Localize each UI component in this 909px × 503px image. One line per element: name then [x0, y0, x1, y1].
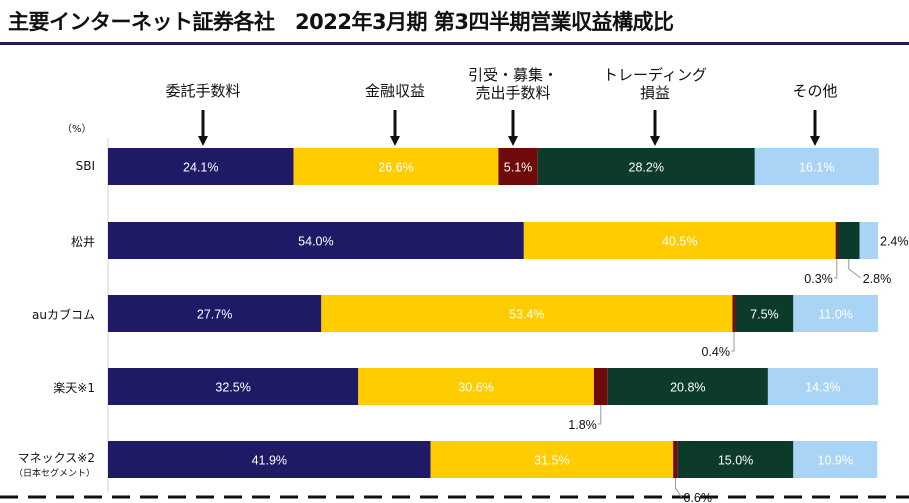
data-label: 20.8%	[670, 381, 705, 395]
leader-line	[731, 332, 735, 352]
arrow-head-icon	[508, 136, 518, 146]
bar-segment	[593, 368, 608, 405]
bar-segment	[108, 441, 431, 478]
bar-segment	[108, 148, 294, 185]
bar-segment	[358, 368, 594, 405]
series-header: その他	[792, 82, 837, 100]
bar-segment	[859, 222, 878, 259]
data-label: 2.8%	[863, 272, 892, 286]
series-header-line: 損益	[639, 84, 671, 102]
bar-segment	[108, 222, 524, 259]
category-name: 松井	[70, 235, 95, 249]
bar-segment	[732, 295, 736, 332]
data-label: 41.9%	[252, 454, 287, 468]
bar-segment	[321, 295, 733, 332]
bar-segment	[767, 368, 878, 405]
data-label: 5.1%	[504, 161, 533, 175]
bar-segment	[837, 222, 860, 259]
leader-line	[848, 259, 862, 279]
category-label: 楽天※1	[53, 379, 95, 396]
arrow-head-icon	[810, 136, 820, 146]
data-label: 0.4%	[702, 345, 731, 359]
data-label: 10.9%	[818, 454, 853, 468]
bar-segment	[793, 441, 878, 478]
data-label: 32.5%	[215, 381, 250, 395]
bar-segment	[498, 148, 538, 185]
title-underline	[0, 42, 909, 45]
category-name: auカブコム	[32, 308, 95, 322]
data-label: 7.5%	[750, 308, 779, 322]
series-header: トレーディング 損益	[603, 66, 707, 102]
leader-line	[674, 478, 682, 498]
bar-segment	[793, 295, 878, 332]
arrow-head-icon	[650, 136, 660, 146]
leader-line	[833, 259, 838, 279]
leader-line	[597, 405, 602, 425]
data-label: 28.2%	[629, 161, 664, 175]
data-label: 26.6%	[378, 161, 413, 175]
category-label: 松井	[71, 233, 95, 250]
data-label: 30.6%	[458, 381, 493, 395]
series-header-line: 売出手数料	[475, 84, 551, 102]
bar-segment	[108, 295, 322, 332]
data-label: 15.0%	[718, 454, 753, 468]
bar-segment	[677, 441, 794, 478]
category-sub: （日本セグメント）	[13, 469, 95, 479]
bar-segment	[835, 222, 838, 259]
series-header-line: その他	[792, 82, 838, 100]
chart-title: 主要インターネット証券各社 2022年3月期 第3四半期営業収益構成比	[8, 10, 674, 34]
series-header-line: 委託手数料	[165, 82, 241, 100]
bar-segment	[754, 148, 879, 185]
bar-segment	[430, 441, 674, 478]
data-label: 54.0%	[298, 235, 333, 249]
bar-segment	[523, 222, 836, 259]
unit-label: （%）	[62, 124, 92, 135]
bar-segment	[537, 148, 755, 185]
data-label: 24.1%	[183, 161, 218, 175]
bar-segment	[108, 368, 359, 405]
series-header: 金融収益	[365, 82, 425, 100]
data-label: 16.1%	[799, 161, 834, 175]
category-name: 楽天※1	[53, 381, 95, 395]
bar-segment	[673, 441, 678, 478]
data-label: 40.5%	[662, 235, 697, 249]
series-header-line: 金融収益	[364, 82, 426, 100]
data-label: 14.3%	[805, 381, 840, 395]
bar-segment	[293, 148, 499, 185]
data-label: 31.5%	[534, 454, 569, 468]
series-header-line: トレーディング	[603, 66, 707, 84]
category-name: マネックス※2	[17, 451, 95, 465]
data-label: 0.3%	[804, 272, 833, 286]
data-label: 2.4%	[880, 235, 909, 249]
data-label: 0.6%	[683, 491, 712, 503]
series-header: 委託手数料	[165, 82, 240, 100]
arrow-head-icon	[198, 136, 208, 146]
arrow-head-icon	[390, 136, 400, 146]
data-label: 27.7%	[197, 308, 232, 322]
category-label: SBI	[76, 159, 95, 173]
series-header: 引受・募集・ 売出手数料	[468, 66, 558, 102]
data-label: 1.8%	[568, 418, 597, 432]
bar-segment	[607, 368, 768, 405]
category-label: マネックス※2 （日本セグメント）	[14, 449, 95, 479]
data-label: 53.4%	[509, 308, 544, 322]
category-name: SBI	[75, 159, 95, 173]
data-label: 11.0%	[818, 308, 853, 322]
series-header-line: 引受・募集・	[467, 66, 559, 84]
category-label: auカブコム	[32, 306, 95, 323]
bar-segment	[735, 295, 794, 332]
